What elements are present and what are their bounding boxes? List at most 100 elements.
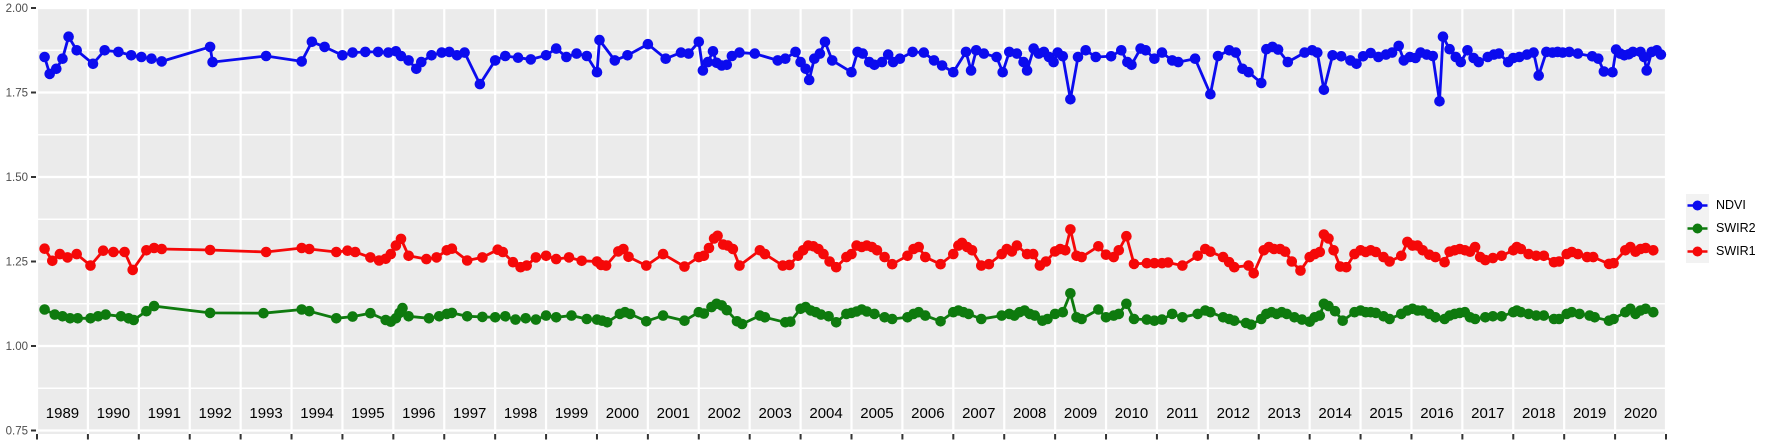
x-year-label: 2010 [1115, 405, 1148, 422]
swir1-point [1396, 250, 1407, 262]
swir1-point [1279, 246, 1291, 257]
swir2-point [64, 313, 76, 324]
x-year-label: 2016 [1420, 405, 1453, 422]
ndvi-point [1272, 44, 1284, 55]
ndvi-point [721, 59, 733, 71]
swir1-point [1328, 245, 1339, 256]
swir1-point [1162, 257, 1174, 268]
swir2-point [141, 305, 152, 317]
swir2-point [1574, 308, 1585, 320]
line-point-glyph-icon [1687, 246, 1708, 257]
swir2-point [423, 313, 435, 324]
ndvi-point [146, 53, 157, 64]
ndvi-point [936, 60, 948, 71]
swir1-point [871, 245, 883, 256]
ndvi-point [1140, 45, 1151, 56]
x-year-label: 2002 [708, 405, 741, 422]
ndvi-point [1149, 53, 1160, 64]
x-year-label: 2004 [809, 405, 842, 422]
ndvi-point [512, 52, 524, 63]
x-year-label: 2007 [962, 405, 995, 422]
swir1-point [920, 251, 931, 263]
ndvi-point [697, 65, 709, 76]
ndvi-point [426, 50, 437, 61]
swir2-point [679, 315, 690, 327]
swir1-point [576, 255, 587, 267]
ndvi-point [571, 48, 582, 59]
legend-item-swir1[interactable]: SWIR1 [1686, 240, 1756, 263]
x-year-label: 1990 [97, 405, 130, 422]
ndvi-point [260, 50, 272, 62]
ndvi-point [63, 31, 74, 42]
swir1-point [85, 260, 96, 271]
ndvi-point [790, 46, 801, 58]
ndvi-point [561, 51, 572, 63]
swir1-point [641, 260, 652, 271]
swir1-point [734, 260, 745, 271]
swir1-point [1243, 260, 1254, 271]
x-year-label: 2018 [1522, 405, 1555, 422]
swir2-point [1314, 310, 1326, 321]
legend-item-ndvi[interactable]: NDVI [1686, 194, 1756, 217]
ndvi-point [204, 41, 216, 53]
x-year-label: 2012 [1217, 405, 1250, 422]
swir1-point [1011, 240, 1023, 251]
ndvi-point [1638, 51, 1650, 63]
swir1-point [1370, 246, 1382, 258]
x-year-label: 2011 [1166, 405, 1198, 422]
ndvi-point [1072, 51, 1084, 63]
ndvi-point [500, 50, 511, 62]
swir1-point [1192, 250, 1203, 262]
swir1-point [1121, 230, 1132, 242]
ndvi-point [800, 63, 811, 75]
ndvi-point [1437, 31, 1449, 42]
swir2-point [1648, 306, 1659, 318]
swir2-point [698, 308, 710, 319]
ndvi-point [296, 56, 308, 67]
legend-item-swir2[interactable]: SWIR2 [1686, 217, 1756, 240]
swir2-point [886, 313, 898, 325]
swir1-point [403, 250, 414, 262]
swir1-point [1128, 258, 1140, 270]
ndvi-point [1393, 40, 1404, 52]
swir2-point [869, 308, 880, 320]
swir1-point [1093, 241, 1104, 252]
ndvi-point [550, 43, 562, 54]
ndvi-point [1462, 45, 1473, 56]
swir2-point [1337, 315, 1348, 327]
swir1-point [657, 248, 669, 260]
ndvi-point [622, 50, 633, 61]
swir2-point [1553, 313, 1565, 325]
ndvi-point [978, 48, 990, 59]
swir1-point [1538, 250, 1550, 262]
ndvi-point [540, 50, 552, 61]
x-year-label: 1991 [148, 405, 181, 422]
ndvi-point [372, 46, 384, 58]
ndvi-point [459, 47, 470, 58]
ndvi-point [1351, 58, 1362, 70]
swir2-point [1229, 315, 1240, 327]
ndvi-point [591, 66, 603, 78]
swir1-point [127, 264, 138, 276]
ndvi-point [660, 53, 671, 64]
legend-label-swir2: SWIR2 [1716, 221, 1756, 235]
swir1-point [902, 250, 913, 262]
x-year-label: 1994 [300, 405, 333, 422]
swir1-point [1341, 261, 1352, 273]
swir1-point [507, 256, 519, 268]
swir1-point [830, 261, 842, 273]
ndvi-point [918, 47, 930, 58]
ndvi-point [1455, 56, 1467, 68]
ndvi-point [1607, 66, 1618, 78]
y-tick-label: 0.75 [6, 426, 28, 438]
swir2-point [1245, 319, 1257, 331]
swir2-point [1093, 304, 1104, 315]
ndvi-point [1312, 47, 1323, 58]
swir2-point [540, 310, 552, 321]
swir1-key-icon [1686, 240, 1709, 263]
swir1-point [1487, 252, 1499, 264]
swir1-point [365, 252, 376, 263]
x-year-label: 1992 [198, 405, 231, 422]
swir2-point [500, 311, 511, 322]
ndvi-point [1243, 66, 1254, 78]
